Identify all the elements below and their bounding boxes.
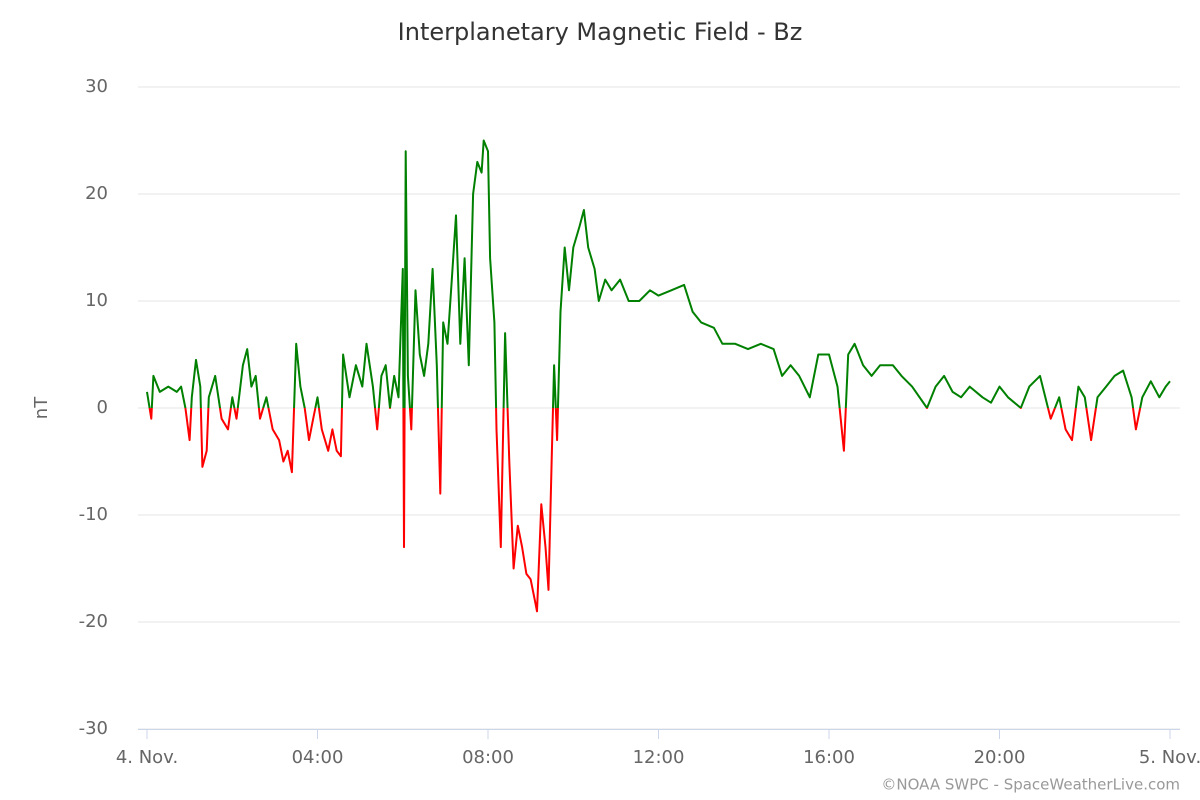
- x-tick-label: 08:00: [462, 747, 514, 768]
- y-tick-label: 30: [85, 76, 108, 97]
- y-tick-label: -10: [79, 504, 108, 525]
- credits: ©NOAA SWPC - SpaceWeatherLive.com: [881, 776, 1180, 794]
- y-axis-title: nT: [31, 396, 52, 419]
- y-tick-label: 0: [97, 397, 108, 418]
- x-tick-label: 12:00: [633, 747, 685, 768]
- chart-title: Interplanetary Magnetic Field - Bz: [398, 18, 803, 46]
- y-tick-label: -20: [79, 611, 108, 632]
- x-tick-label: 04:00: [292, 747, 344, 768]
- data-line: [146, 139, 1171, 613]
- x-tick-label: 20:00: [974, 747, 1026, 768]
- y-tick-label: 20: [85, 183, 108, 204]
- x-tick-label: 4. Nov.: [116, 747, 178, 768]
- x-tick-label: 5. Nov.: [1139, 747, 1200, 768]
- y-tick-label: -30: [79, 718, 108, 739]
- y-tick-label: 10: [85, 290, 108, 311]
- x-tick-label: 16:00: [803, 747, 855, 768]
